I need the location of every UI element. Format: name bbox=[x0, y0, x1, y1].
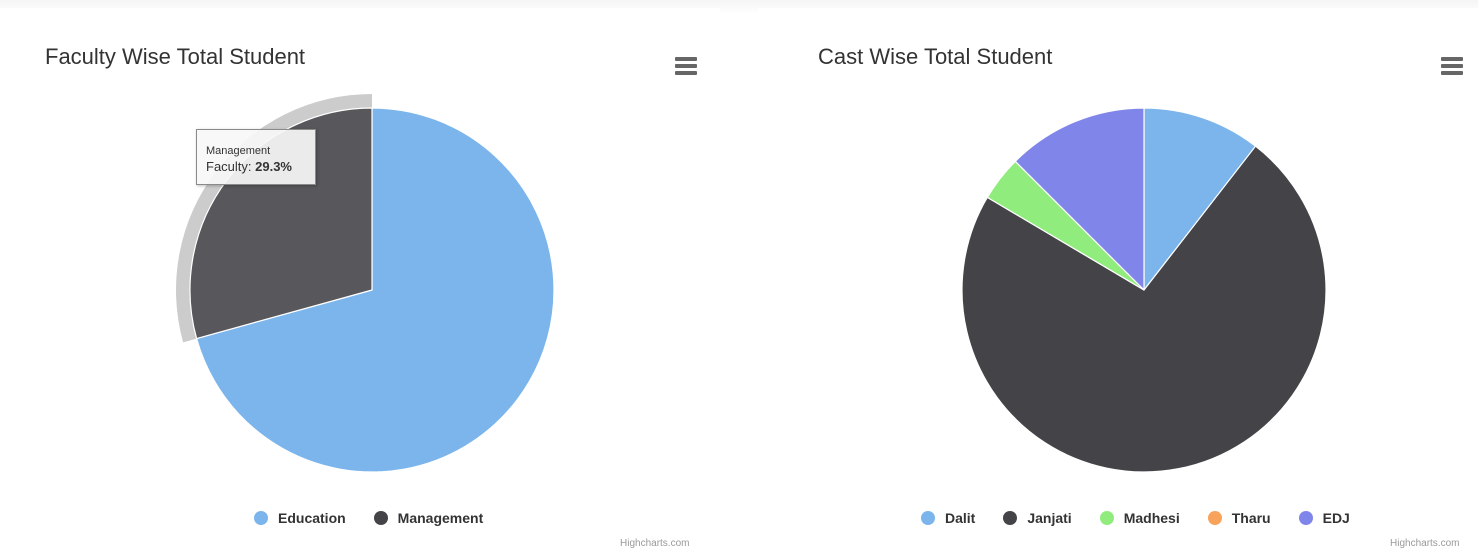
credits-link[interactable]: Highcharts.com bbox=[620, 538, 690, 549]
legend-marker-icon bbox=[254, 511, 268, 525]
legend-item-edj[interactable]: EDJ bbox=[1298, 510, 1350, 526]
faculty-pie-chart[interactable] bbox=[0, 8, 720, 554]
legend-item-dalit[interactable]: Dalit bbox=[921, 510, 975, 526]
pie-slice-edj[interactable] bbox=[1014, 107, 1145, 291]
legend-marker-icon bbox=[1207, 511, 1222, 525]
cast-chart-panel: Cast Wise Total Student Dalit Janjati Madh… bbox=[758, 8, 1478, 554]
legend-label: EDJ bbox=[1322, 510, 1350, 526]
legend-marker-icon bbox=[1099, 511, 1114, 525]
hamburger-menu-icon bbox=[675, 71, 697, 75]
hamburger-menu-icon bbox=[675, 64, 697, 68]
pie-slice-dalit[interactable] bbox=[1143, 107, 1257, 291]
legend-item-tharu[interactable]: Tharu bbox=[1207, 510, 1271, 526]
legend-marker-icon bbox=[921, 511, 935, 525]
legend-label: Janjati bbox=[1027, 510, 1072, 526]
chart-title: Cast Wise Total Student bbox=[818, 44, 1053, 69]
legend-marker-icon bbox=[1298, 511, 1313, 525]
tooltip-body: Faculty: 29.3% bbox=[206, 158, 315, 175]
legend-label: Education bbox=[278, 510, 346, 526]
pie-slice-education[interactable] bbox=[196, 107, 555, 473]
tooltip-value: 29.3% bbox=[255, 159, 292, 174]
chart-tooltip: Management Faculty: 29.3% bbox=[196, 129, 316, 185]
tooltip-header: Management bbox=[206, 145, 271, 157]
legend-marker-icon bbox=[1003, 511, 1018, 525]
chart-menu-button[interactable] bbox=[1440, 56, 1464, 76]
legend-label: Madhesi bbox=[1123, 510, 1180, 526]
credits-link[interactable]: Highcharts.com bbox=[1390, 538, 1460, 549]
chart-title: Faculty Wise Total Student bbox=[45, 44, 306, 69]
hamburger-menu-icon bbox=[1441, 64, 1463, 68]
chart-menu-button[interactable] bbox=[674, 56, 698, 76]
pie-slice-janjati[interactable] bbox=[961, 145, 1327, 473]
legend-item-education[interactable]: Education bbox=[254, 510, 346, 526]
chart-legend: Dalit Janjati Madhesi Tharu EDJ bbox=[921, 510, 1350, 526]
cast-pie-chart[interactable] bbox=[758, 8, 1478, 554]
hamburger-menu-icon bbox=[1441, 57, 1463, 61]
hamburger-menu-icon bbox=[675, 57, 697, 61]
tooltip-label: Faculty: bbox=[206, 159, 256, 174]
legend-label: Dalit bbox=[945, 510, 976, 526]
chart-legend: Education Management bbox=[254, 510, 483, 526]
legend-marker-icon bbox=[373, 511, 388, 525]
legend-item-janjati[interactable]: Janjati bbox=[1003, 510, 1072, 526]
hamburger-menu-icon bbox=[1441, 71, 1463, 75]
legend-label: Tharu bbox=[1231, 510, 1271, 526]
faculty-chart-panel: Faculty Wise Total Student Education Mana… bbox=[0, 8, 720, 554]
legend-label: Management bbox=[397, 510, 484, 526]
legend-item-management[interactable]: Management bbox=[373, 510, 484, 526]
legend-item-madhesi[interactable]: Madhesi bbox=[1099, 510, 1180, 526]
